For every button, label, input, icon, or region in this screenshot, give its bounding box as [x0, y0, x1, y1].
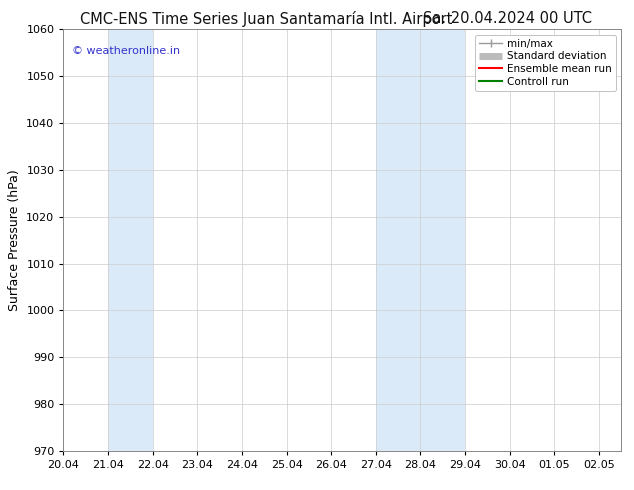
Legend: min/max, Standard deviation, Ensemble mean run, Controll run: min/max, Standard deviation, Ensemble me…: [475, 35, 616, 91]
Text: CMC-ENS Time Series Juan Santamaría Intl. Airport: CMC-ENS Time Series Juan Santamaría Intl…: [80, 11, 453, 27]
Bar: [108, 29, 153, 451]
Y-axis label: Surface Pressure (hPa): Surface Pressure (hPa): [8, 169, 21, 311]
Text: Sa. 20.04.2024 00 UTC: Sa. 20.04.2024 00 UTC: [423, 11, 592, 26]
Text: © weatheronline.in: © weatheronline.in: [72, 46, 180, 56]
Bar: [376, 29, 465, 451]
